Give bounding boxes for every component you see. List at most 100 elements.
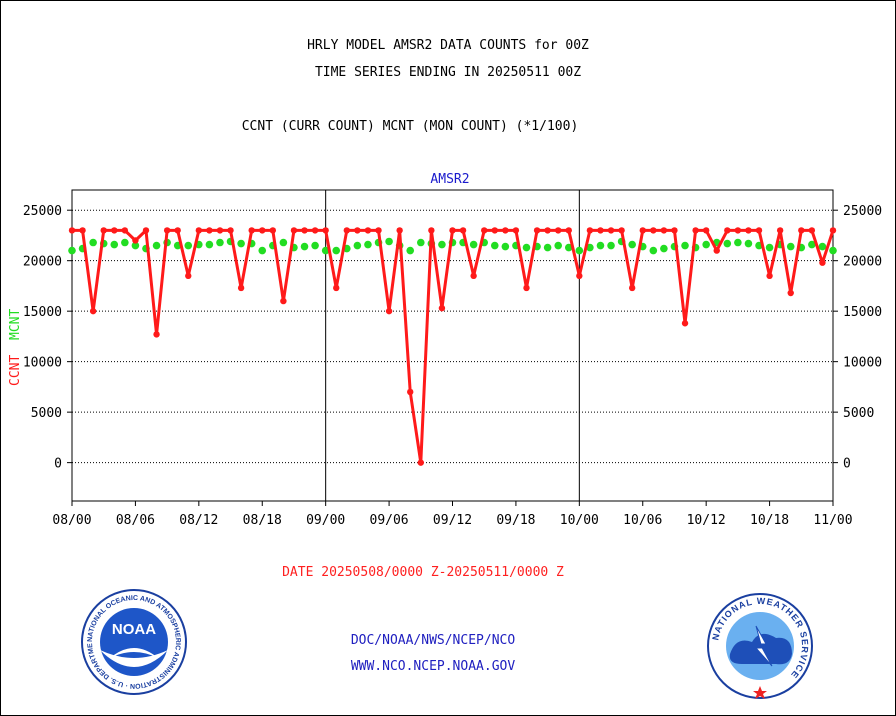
- ccnt-point: [713, 247, 720, 254]
- mcnt-point: [818, 242, 827, 251]
- ccnt-point: [628, 284, 636, 292]
- x-tick-label: 10/18: [750, 513, 789, 528]
- ccnt-point: [459, 227, 467, 234]
- mcnt-point: [416, 238, 425, 247]
- mcnt-point: [765, 243, 774, 252]
- mcnt-point: [829, 246, 837, 255]
- y-tick-label-left: 25000: [23, 204, 62, 219]
- x-tick-label: 11/00: [813, 513, 852, 528]
- ccnt-point: [523, 284, 530, 292]
- y-tick-label-left: 10000: [23, 356, 62, 371]
- ccnt-point: [354, 227, 361, 234]
- org-path-link[interactable]: DOC/NOAA/NWS/NCEP/NCO: [350, 633, 516, 648]
- ccnt-point: [481, 227, 488, 234]
- ccnt-point: [301, 227, 308, 234]
- mcnt-point: [702, 240, 710, 249]
- ccnt-point: [734, 227, 742, 234]
- ccnt-point: [702, 227, 710, 234]
- mcnt-point: [681, 241, 689, 250]
- mcnt-point: [554, 241, 562, 250]
- ccnt-point: [776, 227, 784, 234]
- ccnt-point: [576, 272, 583, 280]
- ccnt-point: [745, 227, 752, 234]
- ccnt-point: [533, 227, 541, 234]
- ylabel-mcnt: MCNT: [8, 308, 23, 340]
- ccnt-point: [597, 227, 604, 234]
- ccnt-point: [396, 227, 403, 234]
- ccnt-point: [163, 227, 171, 234]
- ccnt-point: [132, 237, 139, 244]
- ccnt-point: [470, 272, 477, 280]
- mcnt-point: [723, 239, 732, 248]
- ccnt-point: [269, 227, 277, 234]
- mcnt-point: [522, 243, 531, 252]
- y-tick-label-right: 5000: [843, 406, 874, 421]
- mcnt-point: [385, 237, 393, 246]
- website-link[interactable]: WWW.NCO.NCEP.NOAA.GOV: [350, 659, 516, 674]
- y-tick-label-right: 15000: [843, 305, 882, 320]
- ccnt-point: [671, 227, 678, 234]
- y-tick-label-right: 0: [843, 457, 851, 472]
- ccnt-point: [111, 227, 118, 234]
- mcnt-point: [184, 241, 193, 250]
- ccnt-point: [544, 227, 551, 234]
- mcnt-point: [543, 243, 552, 252]
- ccnt-point: [375, 227, 382, 234]
- x-tick-label: 08/12: [179, 513, 218, 528]
- ccnt-point: [216, 227, 224, 234]
- x-tick-label: 09/18: [496, 513, 535, 528]
- ccnt-point: [206, 227, 213, 234]
- ccnt-point: [237, 284, 245, 292]
- ccnt-point: [195, 227, 203, 234]
- ccnt-point: [428, 227, 435, 234]
- ccnt-point: [755, 227, 763, 234]
- mcnt-point: [68, 246, 76, 255]
- ccnt-point: [449, 227, 456, 234]
- mcnt-point: [300, 242, 309, 251]
- ccnt-point: [618, 227, 625, 234]
- mcnt-point: [216, 238, 224, 247]
- ccnt-point: [819, 259, 826, 266]
- mcnt-point: [332, 246, 341, 255]
- mcnt-point: [564, 243, 573, 252]
- mcnt-point: [279, 238, 288, 247]
- y-tick-label-right: 10000: [843, 356, 882, 371]
- mcnt-point: [152, 241, 161, 250]
- y-tick-label-left: 20000: [23, 255, 62, 270]
- ccnt-point: [407, 388, 414, 396]
- mcnt-point: [469, 240, 478, 249]
- ccnt-point: [142, 227, 150, 234]
- noaa-logo: NOAA NATIONAL OCEANIC AND ATMOSPHERIC AD…: [77, 583, 188, 696]
- ccnt-point: [660, 227, 668, 234]
- ccnt-point: [364, 227, 372, 234]
- chart-subtitle: CCNT (CURR COUNT) MCNT (MON COUNT) (*1/1…: [241, 119, 579, 134]
- x-tick-label: 09/12: [433, 513, 472, 528]
- ccnt-point: [692, 227, 699, 234]
- x-tick-label: 10/12: [687, 513, 726, 528]
- ccnt-point: [787, 289, 794, 297]
- ccnt-point: [491, 227, 498, 234]
- ccnt-point: [681, 320, 689, 327]
- x-tick-label: 08/00: [52, 513, 91, 528]
- ccnt-point: [185, 272, 192, 280]
- ccnt-point: [512, 227, 520, 234]
- ccnt-point: [322, 227, 329, 234]
- ccnt-point: [248, 227, 255, 234]
- mcnt-point: [660, 244, 668, 253]
- ccnt-point: [565, 227, 572, 234]
- ccnt-point: [153, 331, 160, 338]
- ccnt-point: [586, 227, 594, 234]
- plot-title: AMSR2: [430, 172, 469, 187]
- x-tick-label: 09/06: [370, 513, 409, 528]
- x-tick-label: 08/06: [116, 513, 155, 528]
- mcnt-point: [490, 241, 499, 250]
- mcnt-point: [353, 241, 362, 250]
- y-tick-label-left: 0: [54, 457, 62, 472]
- ccnt-point: [68, 227, 76, 234]
- ccnt-point: [100, 227, 107, 234]
- mcnt-point: [89, 238, 97, 247]
- mcnt-point: [311, 241, 319, 250]
- ccnt-point: [554, 227, 562, 234]
- ccnt-point: [343, 227, 351, 234]
- ccnt-point: [174, 227, 181, 234]
